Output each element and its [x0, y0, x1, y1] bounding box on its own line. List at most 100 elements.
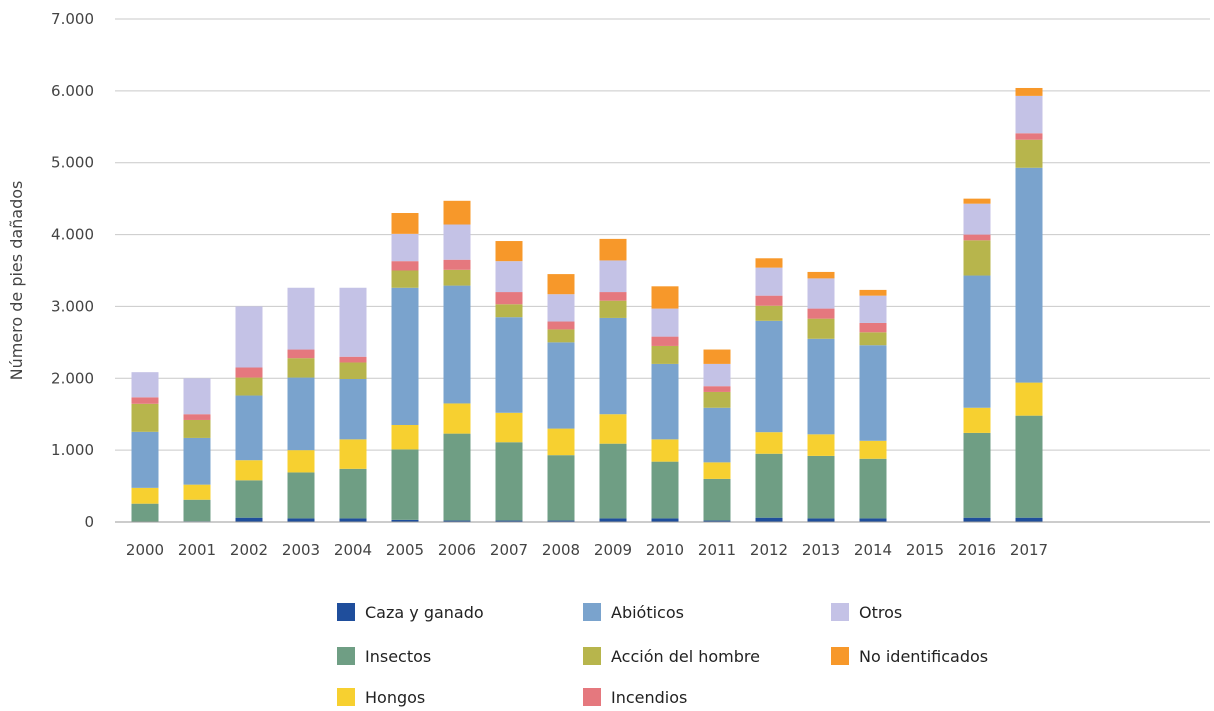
legend-item: Acción del hombre	[583, 647, 760, 666]
legend-item: Otros	[831, 603, 902, 622]
bar-segment	[703, 363, 731, 387]
bar-segment	[339, 439, 367, 469]
bar-segment	[807, 434, 835, 456]
bar-segment	[807, 338, 835, 435]
bar-segment	[391, 233, 419, 262]
bar-stack-2005	[391, 213, 419, 522]
bar-segment	[287, 472, 315, 519]
y-axis-ticks: 0 1.000 2.000 3.000 4.000 5.000 6.000 7.000	[51, 10, 94, 531]
legend-item: Insectos	[337, 647, 431, 666]
bar-segment	[183, 414, 211, 420]
bar-segment	[859, 289, 887, 296]
x-tick-label: 2016	[958, 541, 996, 559]
bar-segment	[547, 455, 575, 521]
bar-segment	[495, 412, 523, 443]
legend-item: Hongos	[337, 688, 425, 707]
x-axis-ticks: 2000 2001 2002 2003 2004 2005 2006 2007 2008 2009…	[126, 541, 1048, 559]
bar-segment	[599, 238, 627, 261]
bar-segment	[339, 379, 367, 440]
y-tick-label: 2.000	[51, 369, 94, 387]
bar-segment	[391, 261, 419, 271]
bar-segment	[755, 453, 783, 518]
bar-segment	[651, 518, 679, 522]
x-tick-label: 2000	[126, 541, 164, 559]
bar-stack-2006	[443, 200, 471, 522]
x-tick-label: 2015	[906, 541, 944, 559]
bar-segment	[495, 520, 523, 522]
bar-segment	[807, 271, 835, 279]
bar-segment	[131, 372, 159, 398]
x-tick-label: 2009	[594, 541, 632, 559]
bar-segment	[703, 349, 731, 364]
bar-segment	[1015, 95, 1043, 134]
bar-segment	[391, 449, 419, 520]
y-tick-label: 7.000	[51, 10, 94, 28]
bar-segment	[599, 518, 627, 522]
bar-stack-2001	[183, 378, 211, 522]
x-tick-label: 2013	[802, 541, 840, 559]
bar-segment	[235, 306, 263, 368]
bar-segment	[703, 462, 731, 479]
bar-segment	[339, 356, 367, 363]
bar-stack-2004	[339, 287, 367, 522]
bar-segment	[599, 317, 627, 415]
bar-segment	[547, 428, 575, 456]
bar-segment	[287, 287, 315, 350]
bar-segment	[391, 519, 419, 522]
bar-stack-2011	[703, 349, 731, 522]
legend-swatch	[831, 647, 849, 665]
bar-stack-2016	[963, 198, 991, 522]
bar-segment	[1015, 415, 1043, 518]
x-tick-label: 2011	[698, 541, 736, 559]
bars	[131, 87, 1043, 522]
legend-item: Incendios	[583, 688, 687, 707]
legend-label: Caza y ganado	[365, 603, 484, 622]
bar-segment	[339, 518, 367, 522]
bar-segment	[651, 336, 679, 346]
y-tick-label: 4.000	[51, 226, 94, 244]
bar-segment	[495, 292, 523, 305]
bar-segment	[287, 450, 315, 473]
bar-segment	[547, 294, 575, 322]
bar-segment	[443, 285, 471, 404]
bar-segment	[807, 518, 835, 522]
x-tick-label: 2001	[178, 541, 216, 559]
bar-segment	[1015, 517, 1043, 522]
bar-segment	[287, 377, 315, 451]
bar-segment	[235, 377, 263, 396]
bar-segment	[547, 274, 575, 295]
bar-stack-2009	[599, 238, 627, 522]
bar-stack-2014	[859, 289, 887, 522]
legend-label: Abióticos	[611, 603, 684, 622]
legend-label: Hongos	[365, 688, 425, 707]
x-tick-label: 2006	[438, 541, 476, 559]
bar-stack-2008	[547, 274, 575, 522]
bar-segment	[183, 378, 211, 415]
bar-segment	[287, 518, 315, 522]
bar-segment	[495, 317, 523, 413]
bar-stack-2013	[807, 271, 835, 522]
bar-segment	[651, 363, 679, 440]
bar-segment	[391, 424, 419, 450]
bar-segment	[183, 499, 211, 522]
x-tick-label: 2002	[230, 541, 268, 559]
bar-segment	[755, 517, 783, 522]
bar-stack-2003	[287, 287, 315, 522]
bar-segment	[391, 287, 419, 425]
y-tick-label: 1.000	[51, 441, 94, 459]
bar-stack-2012	[755, 258, 783, 522]
bar-segment	[859, 458, 887, 519]
bar-segment	[963, 432, 991, 518]
legend-swatch	[337, 688, 355, 706]
bar-segment	[599, 414, 627, 444]
x-tick-label: 2008	[542, 541, 580, 559]
bar-segment	[599, 260, 627, 293]
bar-segment	[859, 322, 887, 333]
bar-segment	[703, 407, 731, 463]
bar-segment	[495, 304, 523, 318]
bar-segment	[807, 318, 835, 339]
bar-segment	[859, 518, 887, 522]
bar-segment	[963, 234, 991, 241]
legend: Caza y ganado Insectos Hongos Abióticos Acci…	[337, 603, 988, 707]
